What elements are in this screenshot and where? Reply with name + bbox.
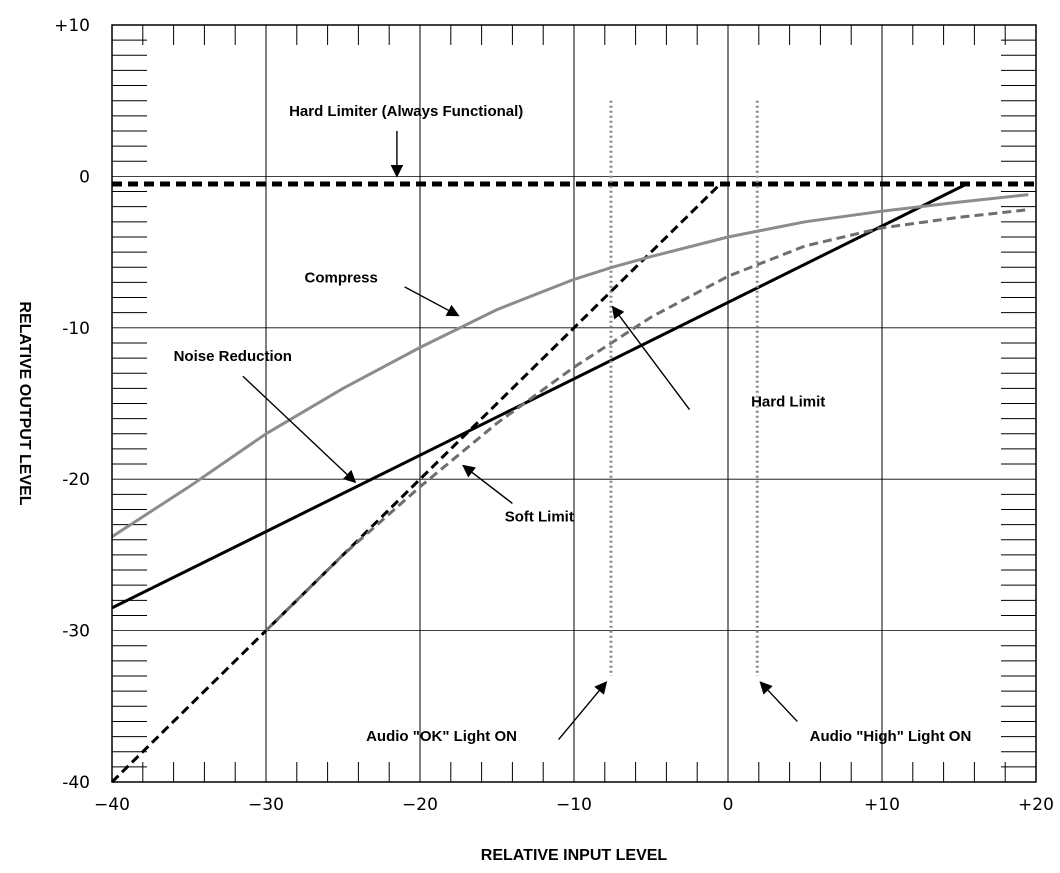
annotation-label: Hard Limit — [751, 394, 825, 411]
annotation-arrow — [404, 286, 460, 317]
x-tick-label: +20 — [1018, 795, 1054, 815]
y-tick-label: -20 — [62, 470, 90, 490]
indicator-markers — [609, 100, 759, 677]
grid — [112, 25, 1036, 782]
annotation-label: Audio "OK" Light ON — [366, 728, 517, 745]
x-tick-label: −30 — [248, 795, 284, 815]
plot-frame — [111, 24, 1037, 783]
annotation-label: Soft Limit — [505, 509, 574, 526]
annotation-arrow — [462, 464, 513, 504]
y-axis-title: RELATIVE OUTPUT LEVEL — [16, 301, 33, 505]
annotation-label: Noise Reduction — [174, 348, 292, 365]
annotations: Hard Limiter (Always Functional) Compress… — [174, 103, 972, 745]
annotation-label: Compress — [305, 269, 378, 286]
x-tick-label: −40 — [94, 795, 130, 815]
x-tick-label: +10 — [864, 795, 900, 815]
y-tick-label: -30 — [62, 622, 90, 642]
series-unity — [110, 182, 722, 784]
minor-ticks — [112, 25, 1036, 782]
annotation-arrow — [558, 681, 608, 741]
x-tick-label: 0 — [723, 795, 734, 815]
annotation-arrow — [242, 375, 357, 484]
series-group — [110, 181, 1036, 784]
series-compress — [111, 193, 1029, 538]
annotation-arrow — [611, 305, 691, 410]
series-soft-limit — [264, 208, 1029, 632]
y-tick-label: -10 — [62, 319, 90, 339]
annotation-label: Hard Limiter (Always Functional) — [289, 103, 523, 120]
y-tick-label: +10 — [54, 16, 90, 36]
annotation-arrow — [759, 681, 798, 722]
y-tick-label: 0 — [79, 167, 90, 187]
series-noise-reduction — [111, 182, 968, 610]
x-tick-label: −20 — [402, 795, 438, 815]
tick-labels: −40 −30 −20 −10 0 +10 +20 +10 0 -10 -20 -30 -40 — [54, 16, 1054, 815]
x-axis-title: RELATIVE INPUT LEVEL — [481, 847, 668, 864]
y-tick-label: -40 — [62, 773, 90, 793]
annotation-label: Audio "High" Light ON — [810, 728, 972, 745]
x-tick-label: −10 — [556, 795, 592, 815]
